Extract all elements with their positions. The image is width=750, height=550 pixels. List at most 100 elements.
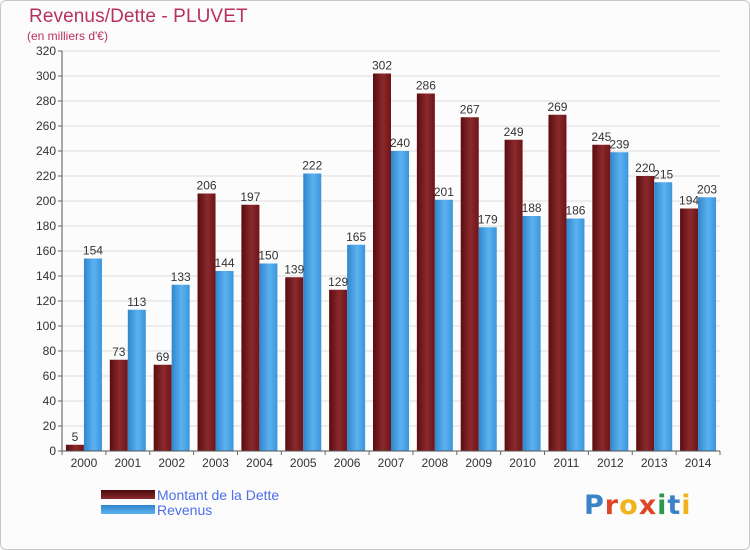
y-tick-label: 60 (43, 369, 57, 383)
x-tick-label: 2004 (246, 456, 273, 470)
chart-subtitle: (en milliers d'€) (27, 29, 108, 43)
data-label: 144 (215, 256, 235, 270)
logo-letter: i (681, 490, 692, 521)
y-tick-label: 100 (36, 319, 56, 333)
data-label: 220 (635, 161, 655, 175)
bar-dette (241, 204, 260, 451)
bar-dette (285, 277, 304, 451)
bar-dette (153, 364, 172, 451)
bar-revenus (259, 263, 278, 451)
data-label: 165 (346, 230, 366, 244)
chart-title: Revenus/Dette - PLUVET (29, 6, 248, 27)
bar-revenus (83, 258, 102, 451)
bar-revenus (522, 216, 541, 451)
x-tick-label: 2013 (641, 456, 668, 470)
y-tick-label: 40 (43, 394, 57, 408)
bar-revenus (215, 271, 234, 451)
x-tick-label: 2001 (114, 456, 141, 470)
data-label: 240 (390, 136, 410, 150)
bar-dette (373, 73, 391, 451)
data-label: 179 (478, 212, 498, 226)
x-tick-label: 2014 (685, 456, 712, 470)
bar-revenus (610, 152, 629, 451)
y-tick-label: 160 (36, 244, 56, 258)
bar-dette (329, 289, 348, 451)
bar-revenus (127, 309, 146, 451)
data-label: 150 (258, 249, 278, 263)
bar-revenus (303, 173, 322, 451)
bar-dette (592, 144, 611, 451)
logo-letter: o (619, 490, 639, 521)
legend-swatch-revenus (101, 505, 155, 514)
y-tick-label: 240 (36, 144, 56, 158)
bar-dette (548, 114, 567, 451)
data-label: 197 (240, 190, 260, 204)
bar-dette (416, 93, 435, 451)
y-tick-label: 320 (36, 44, 56, 58)
logo-letter: i (657, 490, 668, 521)
logo-letter: x (638, 490, 658, 521)
data-label: 269 (547, 100, 567, 114)
x-tick-label: 2012 (597, 456, 624, 470)
logo-letter: r (604, 490, 620, 521)
x-tick-label: 2000 (71, 456, 98, 470)
y-tick-label: 180 (36, 219, 56, 233)
x-tick-label: 2011 (554, 456, 580, 470)
data-label: 267 (460, 102, 480, 116)
legend-label-revenus: Revenus (157, 501, 213, 518)
x-tick-label: 2008 (422, 456, 449, 470)
bar-revenus (347, 244, 366, 451)
bar-revenus (391, 151, 409, 451)
y-tick-label: 200 (36, 194, 56, 208)
bar-dette (504, 139, 523, 451)
data-label: 69 (156, 350, 170, 364)
legend-swatch-debt (101, 490, 155, 499)
x-tick-label: 2007 (378, 456, 405, 470)
data-label: 239 (609, 137, 629, 151)
y-tick-label: 260 (36, 119, 56, 133)
x-tick-label: 2010 (509, 456, 536, 470)
legend-label-debt: Montant de la Dette (157, 486, 280, 503)
bar-dette (460, 117, 479, 451)
y-tick-label: 0 (49, 444, 56, 458)
x-tick-label: 2002 (158, 456, 185, 470)
data-label: 249 (504, 125, 524, 139)
y-tick-label: 220 (36, 169, 56, 183)
bar-revenus (566, 218, 585, 451)
logo-letter: t (667, 490, 682, 521)
data-label: 129 (328, 275, 348, 289)
bar-revenus (434, 199, 453, 451)
legend: Montant de la Dette Revenus (101, 486, 280, 518)
x-tick-label: 2003 (202, 456, 229, 470)
data-label: 73 (112, 345, 126, 359)
data-label: 245 (591, 130, 611, 144)
legend-item-debt: Montant de la Dette (101, 486, 280, 503)
data-label: 188 (522, 201, 542, 215)
bar-dette (109, 359, 128, 451)
data-label: 113 (127, 295, 146, 309)
bar-revenus (698, 197, 717, 451)
legend-item-revenus: Revenus (101, 501, 279, 518)
data-label: 186 (565, 204, 585, 218)
bar-dette (680, 208, 699, 451)
data-label: 203 (697, 182, 717, 196)
data-label: 154 (83, 244, 103, 258)
x-tick-label: 2005 (290, 456, 317, 470)
data-label: 133 (171, 270, 191, 284)
axis-layer: 0 20 40 60 80 100 120 140 160 180 200 220 240 260 280 3… (36, 44, 721, 470)
bar-revenus (171, 284, 190, 451)
labels-layer: 5 154 73 113 69 133 206 144 197 150 139 222 129 165 30… (72, 59, 718, 444)
bar-dette (197, 193, 216, 451)
y-tick-label: 280 (36, 94, 56, 108)
y-tick-label: 20 (43, 419, 57, 433)
bar-revenus (654, 182, 673, 451)
y-tick-label: 140 (36, 269, 56, 283)
y-tick-label: 120 (36, 294, 56, 308)
proxiti-logo: Proxiti (584, 490, 692, 521)
data-label: 194 (679, 194, 699, 208)
data-label: 206 (197, 179, 217, 193)
data-label: 215 (653, 167, 673, 181)
data-label: 222 (302, 159, 322, 173)
